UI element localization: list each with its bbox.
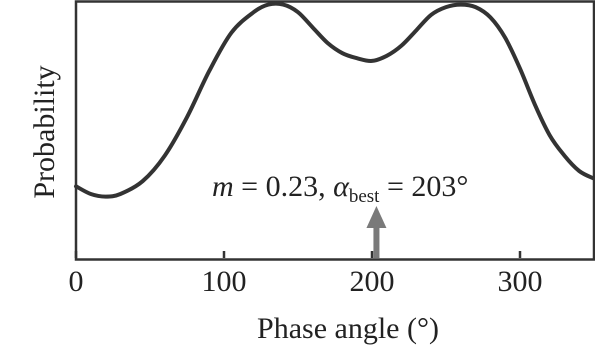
plot-frame [74,0,595,261]
annotation-alpha-value: = 203° [379,170,468,203]
alpha-best-arrow [366,206,387,258]
annotation-alpha-symbol: α [333,170,350,203]
x-axis-ticks: 0 100 200 300 [69,251,543,298]
arrow-head [366,206,387,228]
x-axis-label: Phase angle (°) [257,312,439,345]
x-tick-label: 300 [498,265,543,298]
x-tick-label: 0 [69,265,84,298]
annotation-text: m = 0.23, αbest = 203° [212,170,468,207]
x-tick-label: 100 [202,265,247,298]
annotation-alpha-subscript: best [349,186,380,207]
annotation-m-symbol: m [212,170,234,203]
annotation-m-value: = 0.23, [234,170,333,203]
x-tick-label: 200 [350,265,395,298]
y-axis-label: Probability [28,65,61,198]
probability-curve [74,1,595,199]
